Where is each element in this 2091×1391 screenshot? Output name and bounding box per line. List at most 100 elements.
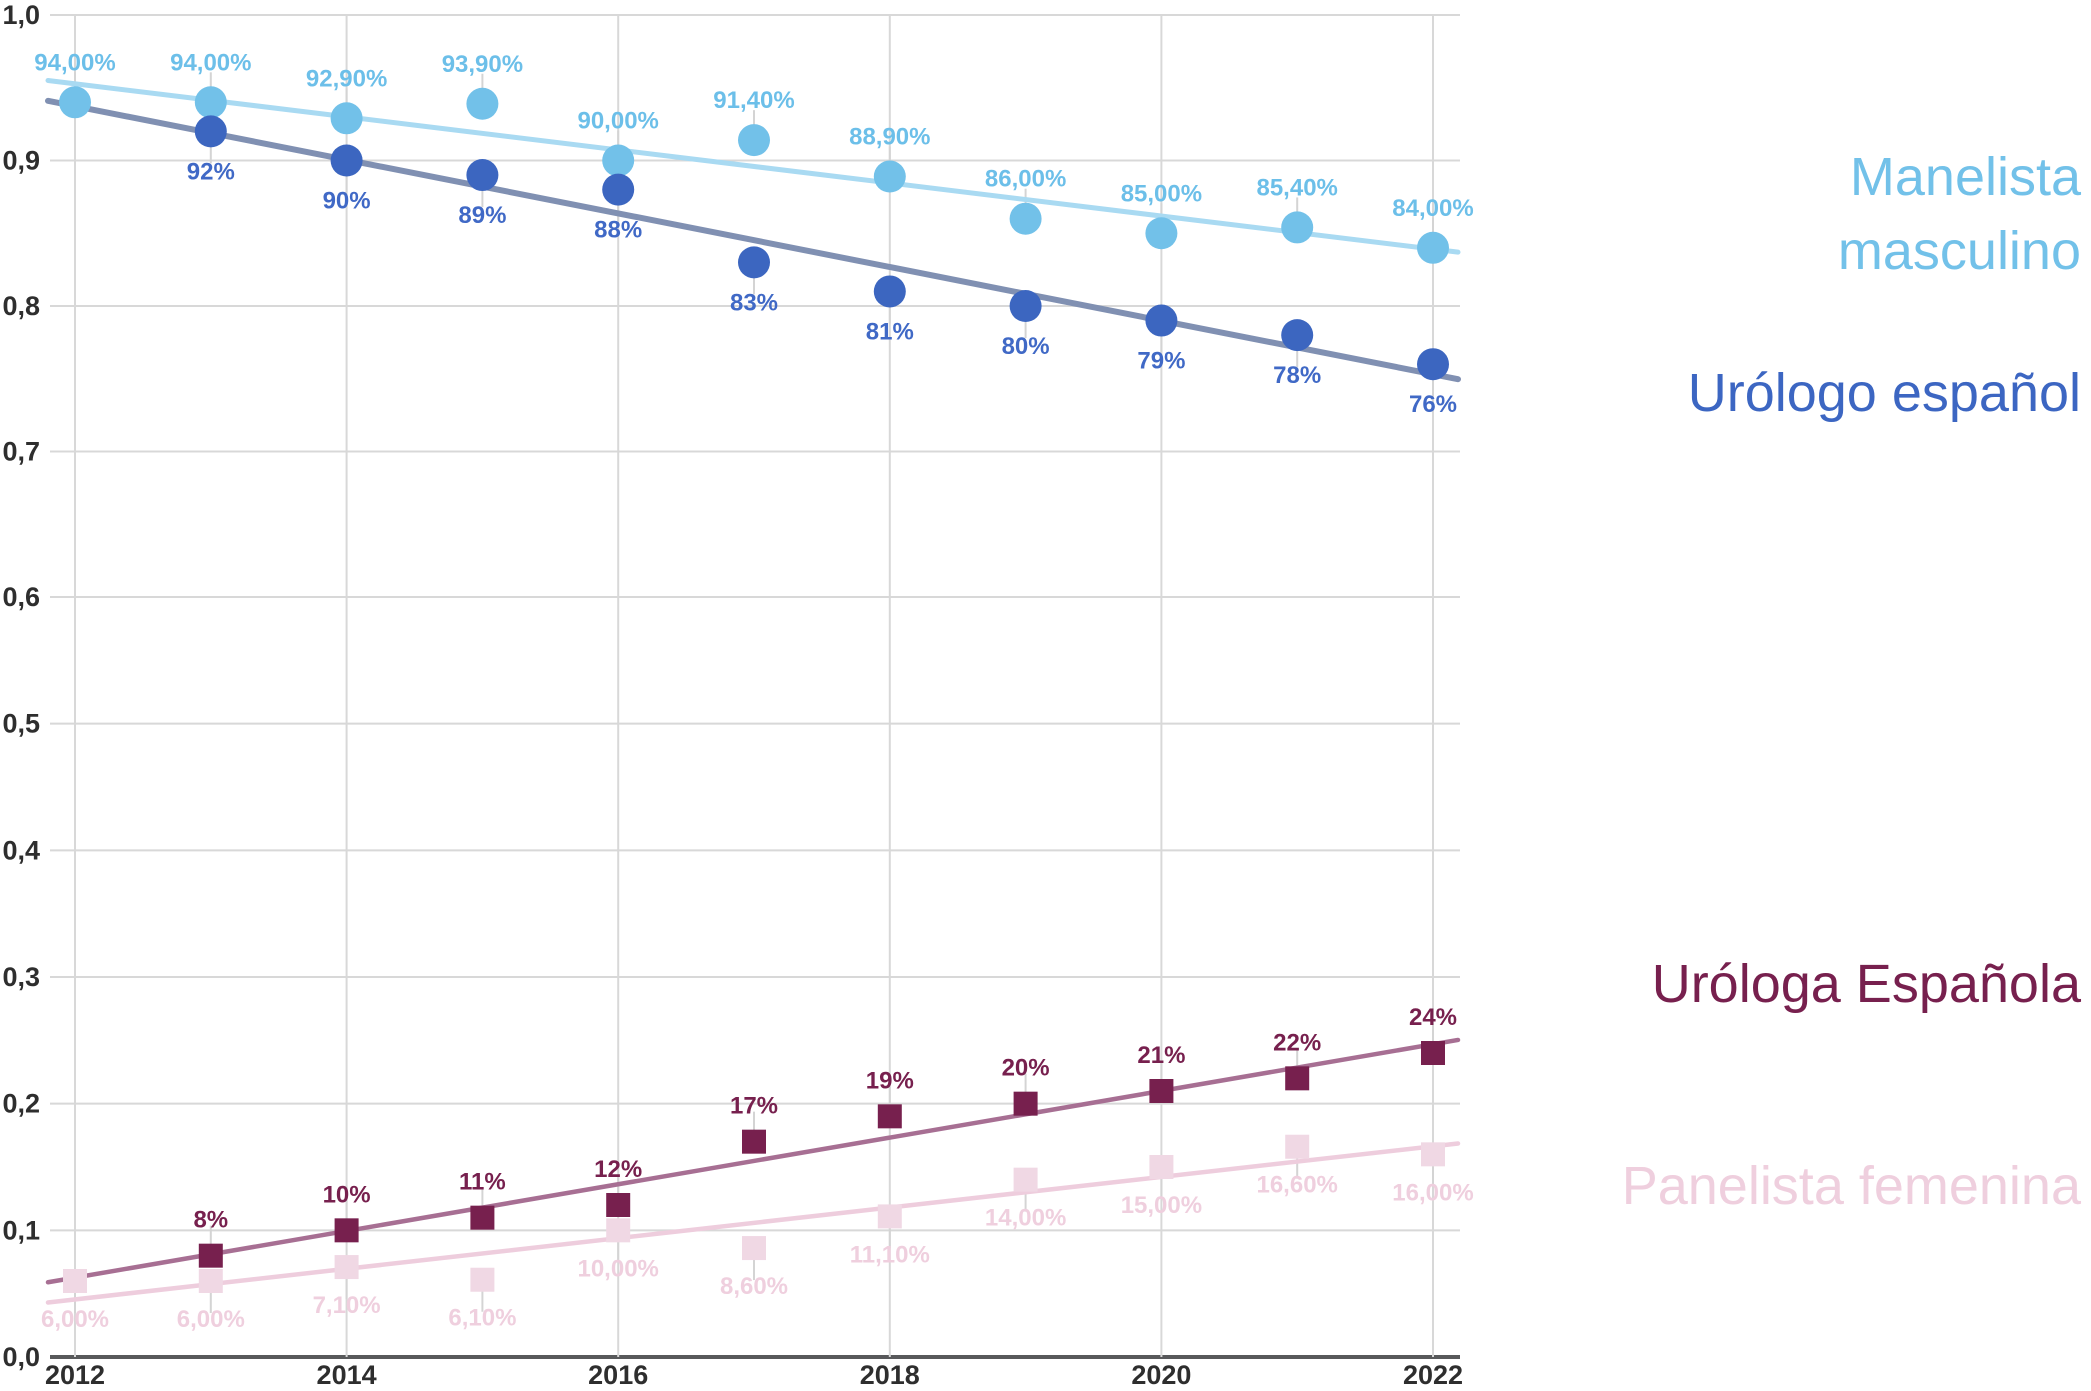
point-label-panelista-femenina-2022: 16,00% xyxy=(1392,1179,1473,1206)
point-label-urologo-espanol-2015: 89% xyxy=(458,202,506,229)
point-label-urologa-espanola-2013: 8% xyxy=(193,1207,228,1234)
trendlines xyxy=(45,77,1461,1305)
point-label-panelista-femenina-2017: 8,60% xyxy=(720,1273,788,1300)
point-manelista-masculino-2017 xyxy=(738,124,770,157)
point-label-manelista-masculino-2013: 94,00% xyxy=(170,49,251,76)
trendline-urologa-espanola xyxy=(45,1037,1461,1285)
point-urologo-espanol-2019 xyxy=(1009,290,1042,322)
point-label-manelista-masculino-2019: 86,00% xyxy=(985,166,1066,193)
point-label-urologo-espanol-2019: 80% xyxy=(1002,333,1050,360)
point-urologo-espanol-2013 xyxy=(194,115,227,148)
point-panelista-femenina-2015 xyxy=(470,1267,495,1292)
point-label-urologa-espanola-2022: 24% xyxy=(1409,1004,1457,1031)
point-urologo-espanol-2022 xyxy=(1417,348,1449,381)
point-manelista-masculino-2019 xyxy=(1009,202,1042,235)
legend-label-line: Manelista xyxy=(1849,147,2081,207)
point-urologo-espanol-2017 xyxy=(738,246,770,279)
point-label-urologo-espanol-2021: 78% xyxy=(1273,362,1321,389)
point-label-urologo-espanol-2018: 81% xyxy=(866,318,914,345)
data-points xyxy=(59,86,1449,1293)
y-tick-label: 1,0 xyxy=(2,0,40,30)
point-urologa-espanola-2020 xyxy=(1149,1079,1174,1103)
point-label-panelista-femenina-2020: 15,00% xyxy=(1121,1192,1202,1219)
point-label-manelista-masculino-2020: 85,00% xyxy=(1121,180,1202,207)
legend-panelista-femenina: Panelista femenina xyxy=(1622,1149,2081,1223)
trendline-panelista-femenina xyxy=(45,1141,1461,1305)
point-urologo-espanol-2014 xyxy=(330,144,363,177)
point-label-panelista-femenina-2015: 6,10% xyxy=(448,1305,516,1332)
point-label-urologa-espanola-2020: 21% xyxy=(1137,1042,1185,1069)
legend-label-line: Uróloga Española xyxy=(1651,954,2081,1014)
point-label-urologo-espanol-2017: 83% xyxy=(730,289,778,316)
point-labels: 94,00% 94,00% 92,90% 93,90% 90,00% 91,40% 88,9… xyxy=(34,49,1473,1333)
point-panelista-femenina-2013 xyxy=(198,1269,223,1293)
gridlines xyxy=(50,14,1460,1359)
point-urologa-espanola-2014 xyxy=(334,1218,359,1243)
point-label-manelista-masculino-2018: 88,90% xyxy=(849,124,930,151)
axis-tick-labels: 0,0 0,1 0,2 0,3 0,4 0,5 0,6 0,7 0,8 0,9 1,0 2012 201… xyxy=(2,0,1463,1390)
point-panelista-femenina-2019 xyxy=(1013,1167,1038,1192)
point-label-manelista-masculino-2016: 90,00% xyxy=(577,108,658,135)
y-tick-label: 0,1 xyxy=(2,1215,40,1245)
point-label-manelista-masculino-2012: 94,00% xyxy=(34,49,115,76)
x-tick-label: 2014 xyxy=(317,1360,377,1390)
point-label-urologa-espanola-2019: 20% xyxy=(1002,1055,1050,1082)
y-tick-label: 0,7 xyxy=(2,437,40,467)
point-label-panelista-femenina-2019: 14,00% xyxy=(985,1205,1066,1232)
point-label-panelista-femenina-2013: 6,00% xyxy=(177,1306,245,1333)
y-tick-label: 0,4 xyxy=(2,835,40,865)
point-urologa-espanola-2013 xyxy=(198,1243,223,1268)
point-manelista-masculino-2020 xyxy=(1145,217,1178,250)
x-tick-label: 2022 xyxy=(1403,1360,1463,1390)
point-panelista-femenina-2014 xyxy=(334,1255,359,1280)
point-panelista-femenina-2020 xyxy=(1149,1155,1174,1179)
point-label-manelista-masculino-2022: 84,00% xyxy=(1392,195,1473,222)
x-tick-label: 2012 xyxy=(45,1360,105,1390)
y-tick-label: 0,9 xyxy=(2,146,40,176)
point-label-manelista-masculino-2021: 85,40% xyxy=(1256,174,1337,201)
point-urologa-espanola-2019 xyxy=(1013,1091,1038,1116)
point-manelista-masculino-2021 xyxy=(1281,211,1314,244)
point-label-panelista-femenina-2016: 10,00% xyxy=(577,1255,658,1282)
y-tick-label: 0,2 xyxy=(2,1089,40,1119)
trendline-urologo-espanol xyxy=(45,97,1461,383)
point-manelista-masculino-2022 xyxy=(1417,231,1449,264)
x-tick-label: 2016 xyxy=(588,1360,648,1390)
point-panelista-femenina-2022 xyxy=(1421,1142,1445,1167)
legend-urologa-espanola: Uróloga Española xyxy=(1652,947,2081,1021)
point-label-panelista-femenina-2018: 11,10% xyxy=(850,1241,930,1268)
point-label-urologa-espanola-2018: 19% xyxy=(866,1067,914,1094)
point-label-panelista-femenina-2012: 6,00% xyxy=(41,1306,109,1333)
legend-label-line: Panelista femenina xyxy=(1621,1156,2081,1216)
point-panelista-femenina-2017 xyxy=(742,1236,766,1261)
point-label-urologa-espanola-2016: 12% xyxy=(594,1156,642,1183)
point-urologo-espanol-2015 xyxy=(466,159,499,192)
point-manelista-masculino-2013 xyxy=(194,86,227,119)
point-label-urologa-espanola-2021: 22% xyxy=(1273,1029,1321,1056)
point-label-manelista-masculino-2015: 93,90% xyxy=(442,51,523,78)
point-manelista-masculino-2012 xyxy=(59,86,91,119)
point-urologa-espanola-2018 xyxy=(877,1104,902,1129)
trendline-manelista-masculino xyxy=(45,77,1461,255)
legend-manelista-masculino: Manelista masculino xyxy=(1838,140,2081,288)
point-manelista-masculino-2016 xyxy=(602,144,635,177)
point-label-urologo-espanol-2013: 92% xyxy=(187,158,235,185)
point-urologo-espanol-2021 xyxy=(1281,319,1314,352)
point-urologa-espanola-2021 xyxy=(1285,1066,1310,1091)
x-tick-label: 2020 xyxy=(1131,1360,1191,1390)
point-urologa-espanola-2022 xyxy=(1421,1041,1445,1065)
point-label-manelista-masculino-2017: 91,40% xyxy=(713,87,794,114)
point-panelista-femenina-2016 xyxy=(606,1218,631,1243)
point-panelista-femenina-2021 xyxy=(1285,1134,1310,1159)
y-tick-label: 0,3 xyxy=(2,962,40,992)
x-tick-label: 2018 xyxy=(860,1360,920,1390)
point-label-manelista-masculino-2014: 92,90% xyxy=(306,65,387,92)
point-urologa-espanola-2015 xyxy=(470,1205,495,1230)
point-label-urologa-espanola-2017: 17% xyxy=(730,1093,778,1120)
y-tick-label: 0,8 xyxy=(2,291,40,321)
point-label-urologo-espanol-2014: 90% xyxy=(323,188,371,215)
point-label-urologo-espanol-2020: 79% xyxy=(1137,348,1185,375)
legend-label-line: masculino xyxy=(1837,221,2081,281)
